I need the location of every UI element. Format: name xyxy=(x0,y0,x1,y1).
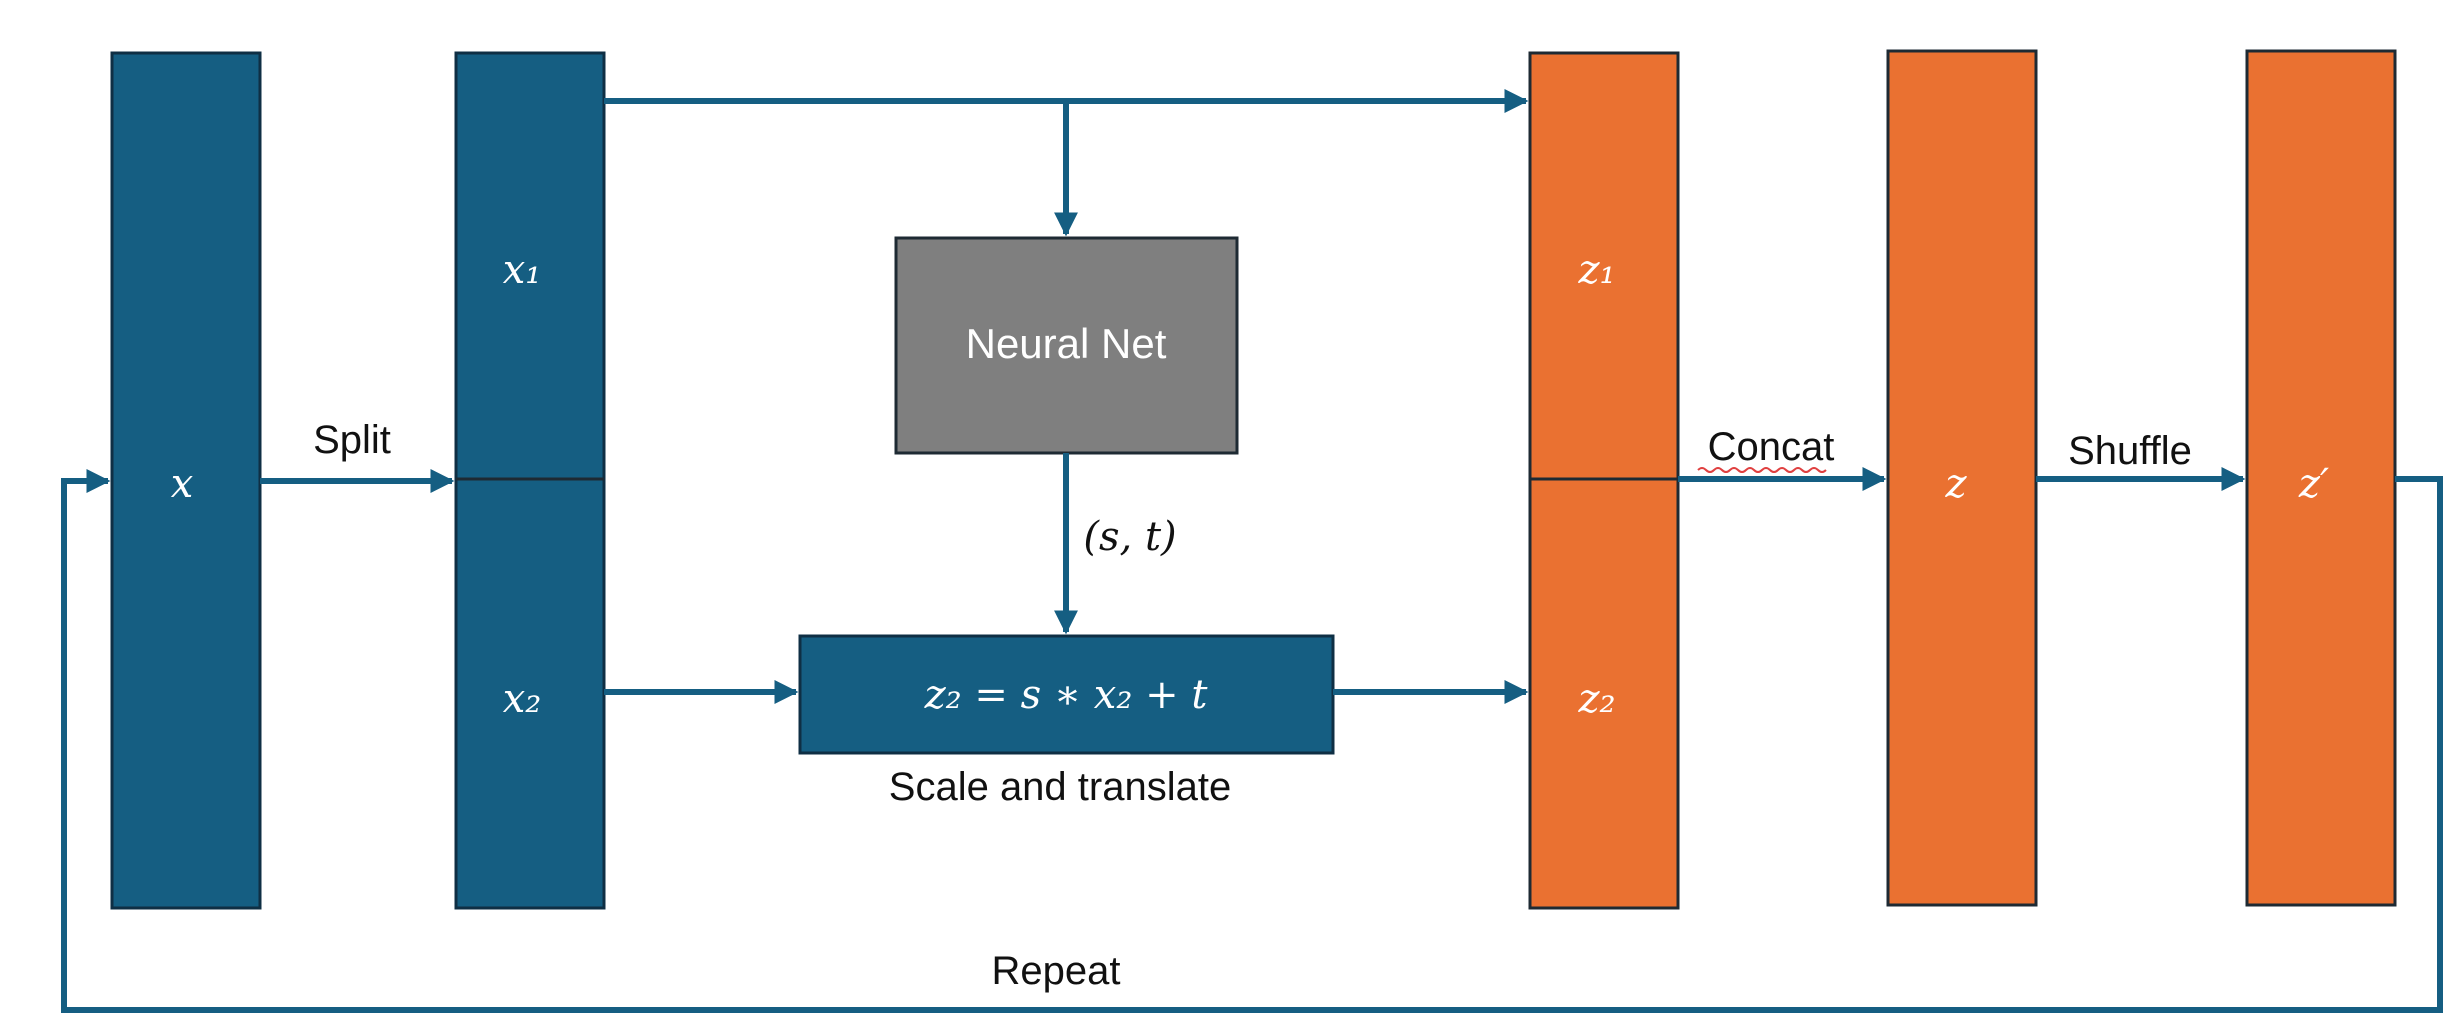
repeat-label: Repeat xyxy=(992,949,1121,993)
z1-block xyxy=(1528,51,1680,481)
input-x-block xyxy=(110,51,262,910)
z-block xyxy=(1886,49,2038,907)
scale-and-translate-label: Scale and translate xyxy=(889,765,1231,809)
concat-label: Concat xyxy=(1708,425,1835,469)
z2-label: z₂ xyxy=(1577,676,1615,722)
z-label: z xyxy=(1944,461,1967,507)
input-x-label: x xyxy=(171,461,194,507)
repeat-loop-arrow xyxy=(61,469,2443,1013)
split-label: Split xyxy=(313,418,391,462)
params-label: (s, t) xyxy=(1083,514,1176,560)
z2-block xyxy=(1528,477,1680,910)
z1-label: z₁ xyxy=(1577,247,1615,293)
x2-label: x₂ xyxy=(503,676,542,722)
shuffle-label: Shuffle xyxy=(2068,429,2192,473)
z-prime-block xyxy=(2245,49,2397,907)
split-x1-block xyxy=(454,51,606,481)
neural-net-block xyxy=(894,236,1239,455)
concat-spellcheck-squiggle xyxy=(1697,467,1827,473)
neural-net-label: Neural Net xyxy=(966,320,1167,367)
z-prime-label: z′ xyxy=(2298,461,2329,507)
scale-translate-formula: z₂ = s ∗ x₂ + t xyxy=(924,672,1209,718)
x1-label: x₁ xyxy=(503,247,542,293)
